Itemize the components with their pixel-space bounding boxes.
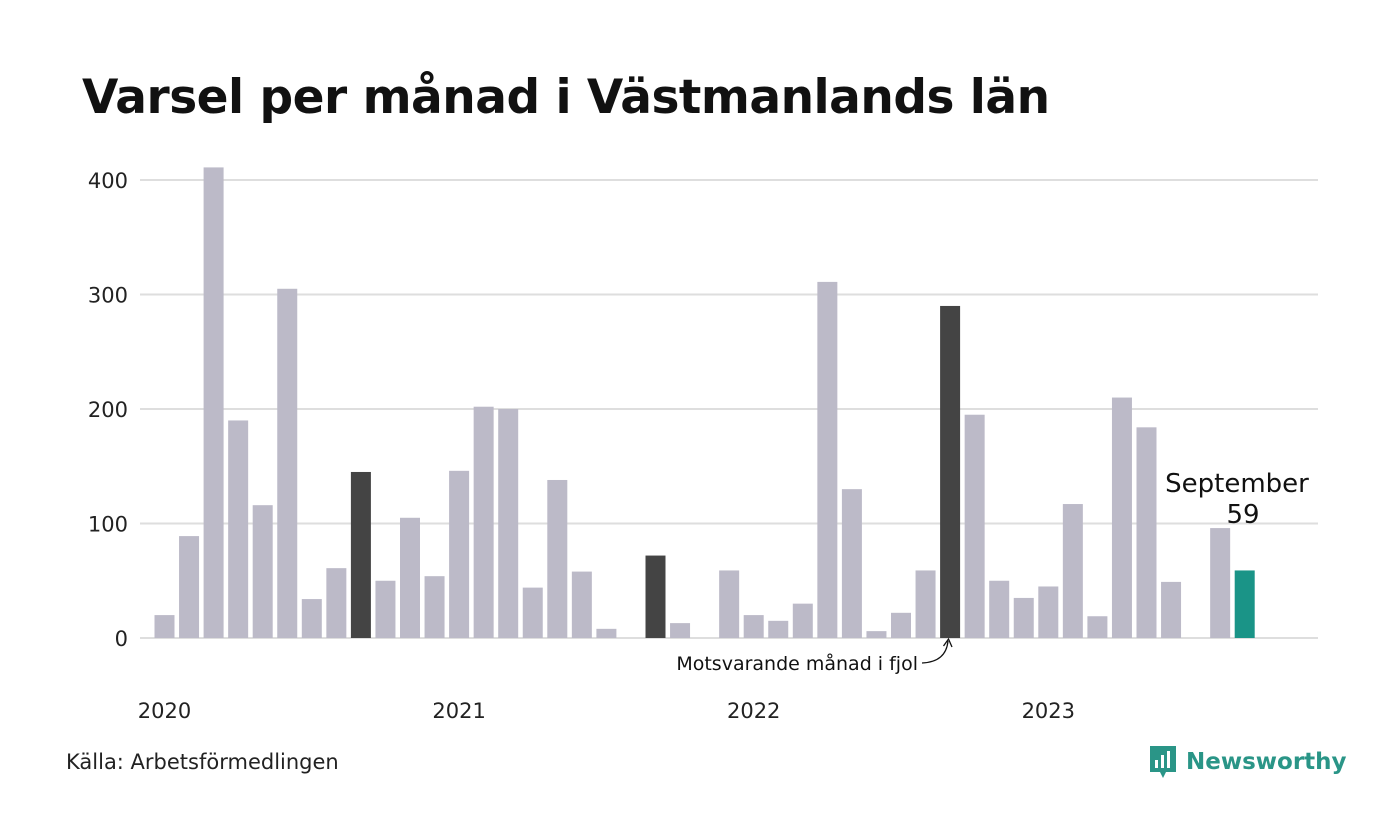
bar-2022-12 <box>1013 597 1034 638</box>
bar-2022-02 <box>768 620 789 638</box>
bar-2021-07 <box>596 628 617 638</box>
bar-2022-09 <box>940 305 961 638</box>
bar-2021-06 <box>571 571 592 638</box>
annotation-arrowhead <box>942 637 953 648</box>
bar-2021-12 <box>719 570 740 638</box>
bar-2023-03 <box>1087 616 1108 638</box>
bar-2022-03 <box>792 603 813 638</box>
x-tick-label: 2020 <box>138 699 191 723</box>
bar-2022-10 <box>964 414 985 638</box>
annotations: Motsvarande månad i fjol September 59 <box>676 469 1309 675</box>
bar-2020-09 <box>350 471 371 638</box>
y-tick-label: 400 <box>88 169 128 193</box>
y-tick-label: 0 <box>115 627 128 651</box>
annotation-arrow <box>921 640 949 664</box>
bar-2020-08 <box>326 568 347 638</box>
bar-2023-01 <box>1038 586 1059 638</box>
previous-year-annotation: Motsvarande månad i fjol <box>676 652 918 675</box>
brand-name: Newsworthy <box>1186 749 1347 775</box>
bar-2022-04 <box>817 281 838 638</box>
y-tick-label: 300 <box>88 284 128 308</box>
bar-2023-05 <box>1136 427 1157 638</box>
source-label: Källa: Arbetsförmedlingen <box>66 750 339 774</box>
current-month-label: September <box>1165 469 1309 499</box>
bar-2023-09 <box>1234 570 1255 638</box>
bar-2020-12 <box>424 576 445 638</box>
bar-2021-03 <box>498 409 519 638</box>
bar-2023-06 <box>1161 581 1182 638</box>
bar-2021-10 <box>670 623 691 638</box>
bar-2020-01 <box>154 615 175 638</box>
bar-2020-02 <box>179 536 200 638</box>
bar-2021-05 <box>547 479 568 638</box>
bar-2022-11 <box>989 580 1010 638</box>
bar-2021-01 <box>449 470 470 638</box>
x-tick-label: 2023 <box>1022 699 1075 723</box>
chart-title: Varsel per månad i Västmanlands län <box>82 70 1050 125</box>
bar-2020-07 <box>301 599 322 638</box>
bar-2020-11 <box>400 517 420 638</box>
bar-2022-06 <box>866 631 887 638</box>
bar-2020-06 <box>277 288 298 638</box>
brand[interactable]: Newsworthy <box>1148 744 1347 780</box>
y-axis-ticks: 0 100 200 300 400 <box>88 169 128 651</box>
y-tick-label: 200 <box>88 398 128 422</box>
bar-2020-04 <box>228 420 249 638</box>
current-value-label: 59 <box>1226 500 1259 530</box>
bars <box>154 167 1255 638</box>
bar-chart: 0 100 200 300 400 2020 2021 2022 2023 Motsvaran… <box>88 167 1318 723</box>
bar-2020-03 <box>203 167 224 638</box>
bar-2020-05 <box>252 505 273 638</box>
bar-2021-09 <box>645 555 666 638</box>
bar-2021-02 <box>473 406 494 638</box>
y-tick-label: 100 <box>88 513 128 537</box>
x-axis-ticks: 2020 2021 2022 2023 <box>138 699 1075 723</box>
bar-2022-05 <box>841 489 862 638</box>
bar-2023-08 <box>1210 528 1231 638</box>
bar-2021-04 <box>522 587 543 638</box>
x-tick-label: 2021 <box>432 699 485 723</box>
bar-2022-07 <box>891 612 911 638</box>
bar-2023-02 <box>1062 504 1083 638</box>
x-tick-label: 2022 <box>727 699 780 723</box>
bar-2020-10 <box>375 580 396 638</box>
bar-2022-08 <box>915 570 936 638</box>
bar-2022-01 <box>743 615 764 638</box>
newsworthy-logo-icon <box>1150 746 1176 778</box>
bar-2023-04 <box>1111 397 1132 638</box>
